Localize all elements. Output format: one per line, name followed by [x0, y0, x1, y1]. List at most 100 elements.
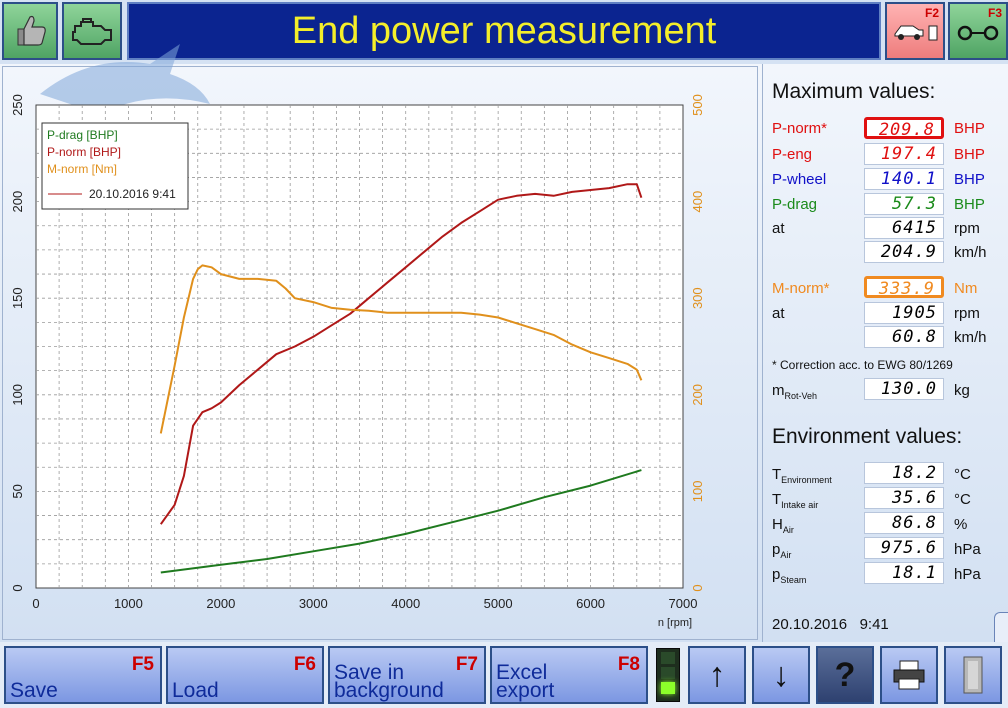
- p-steam-unit: hPa: [954, 566, 981, 583]
- load-label: Load: [172, 679, 219, 702]
- door-icon: [963, 656, 983, 694]
- at-kmh-value: 204.9: [864, 241, 944, 263]
- x-tick-label: 6000: [576, 596, 605, 611]
- at-kmh-unit: km/h: [954, 244, 987, 261]
- title-bar: End power measurement: [127, 2, 881, 60]
- t-intake-unit: °C: [954, 491, 971, 508]
- p-air-unit: hPa: [954, 541, 981, 558]
- excel-export-button[interactable]: F8 Excel export: [490, 646, 648, 704]
- x-tick-label: 7000: [669, 596, 698, 611]
- left-y-tick-label: 50: [10, 484, 25, 498]
- right-y-tick-label: 0: [690, 584, 705, 591]
- engine-button[interactable]: [62, 2, 122, 60]
- t-env-value: 18.2: [864, 462, 944, 484]
- p-norm-unit: BHP: [954, 120, 985, 137]
- m-norm-unit: Nm: [954, 280, 978, 297]
- p-drag-label: P-drag: [772, 196, 818, 213]
- status-light: [656, 648, 680, 702]
- plot-panel: [2, 66, 758, 640]
- arrow-down-icon: ↓: [772, 655, 790, 694]
- dyno-car-icon: [894, 25, 938, 41]
- f5-key-label: F5: [131, 654, 154, 675]
- at-rpm-value: 6415: [864, 217, 944, 239]
- x-tick-label: 4000: [391, 596, 420, 611]
- thumbs-up-button[interactable]: [2, 2, 58, 60]
- m-at-kmh-value: 60.8: [864, 326, 944, 348]
- exit-button[interactable]: [944, 646, 1002, 704]
- h-air-unit: %: [954, 516, 968, 533]
- save-button[interactable]: F5 Save: [4, 646, 162, 704]
- left-y-tick-label: 100: [10, 384, 25, 406]
- legend-entry: P-norm [BHP]: [47, 145, 121, 159]
- series-line-p-norm: [159, 183, 643, 525]
- scroll-down-button[interactable]: ↓: [752, 646, 810, 704]
- right-y-tick-label: 200: [690, 384, 705, 406]
- max-values-title: Maximum values:: [772, 80, 936, 103]
- right-y-tick-label: 500: [690, 94, 705, 116]
- p-air-value: 975.6: [864, 537, 944, 559]
- save-in-background-button[interactable]: F7 Save in background: [328, 646, 486, 704]
- m-at-rpm-value: 1905: [864, 302, 944, 324]
- p-steam-value: 18.1: [864, 562, 944, 584]
- h-air-label: HAir: [772, 516, 794, 535]
- p-air-label: pAir: [772, 541, 792, 560]
- measurement-datetime: 20.10.2016 9:41: [772, 616, 889, 633]
- x-axis-label: n [rpm]: [658, 617, 692, 629]
- x-tick-label: 5000: [484, 596, 513, 611]
- engine-icon: [72, 18, 112, 45]
- p-wheel-label: P-wheel: [772, 171, 827, 188]
- page-title: End power measurement: [291, 9, 717, 52]
- p-norm-value: 209.8: [864, 117, 944, 140]
- help-button[interactable]: ?: [816, 646, 874, 704]
- f6-key-label: F6: [293, 654, 316, 675]
- m-at-rpm-label: at: [772, 305, 785, 322]
- correction-note: * Correction acc. to EWG 80/1269: [772, 358, 953, 372]
- print-button[interactable]: [880, 646, 938, 704]
- series-line-m-norm: [159, 264, 643, 434]
- load-button[interactable]: F6 Load: [166, 646, 324, 704]
- right-y-tick-label: 300: [690, 287, 705, 309]
- save-label: Save: [10, 679, 58, 702]
- p-drag-unit: BHP: [954, 196, 985, 213]
- f2-button[interactable]: F2: [885, 2, 945, 60]
- f3-key-label: F3: [987, 6, 1002, 20]
- question-mark-icon: ?: [834, 655, 856, 694]
- scroll-up-button[interactable]: ↑: [688, 646, 746, 704]
- f8-key-label: F8: [617, 654, 640, 675]
- environment-title: Environment values:: [772, 425, 963, 448]
- h-air-value: 86.8: [864, 512, 944, 534]
- x-tick-label: 0: [32, 596, 39, 611]
- legend-entry: M-norm [Nm]: [47, 162, 117, 176]
- right-y-tick-label: 400: [690, 191, 705, 213]
- p-drag-value: 57.3: [864, 193, 944, 215]
- p-wheel-value: 140.1: [864, 168, 944, 190]
- m-norm-label: M-norm*: [772, 280, 830, 297]
- p-wheel-unit: BHP: [954, 171, 985, 188]
- bottom-toolbar: F5 Save F6 Load F7 Save in background F8 …: [0, 642, 1008, 708]
- f2-key-label: F2: [924, 6, 939, 20]
- x-tick-label: 1000: [114, 596, 143, 611]
- m-at-kmh-unit: km/h: [954, 329, 987, 346]
- f3-button[interactable]: F3: [948, 2, 1008, 60]
- thumbs-up-icon: [17, 15, 46, 46]
- values-panel: Maximum values: P-norm* 209.8 BHP P-eng …: [762, 64, 1008, 642]
- m-at-rpm-unit: rpm: [954, 305, 980, 322]
- right-y-tick-label: 100: [690, 481, 705, 503]
- legend-entry: P-drag [BHP]: [47, 128, 118, 142]
- legend-run-label: 20.10.2016 9:41: [89, 187, 176, 201]
- t-intake-value: 35.6: [864, 487, 944, 509]
- t-intake-label: TIntake air: [772, 491, 819, 510]
- t-env-label: TEnvironment: [772, 466, 832, 485]
- p-eng-unit: BHP: [954, 146, 985, 163]
- legend-box: [41, 122, 189, 210]
- t-env-unit: °C: [954, 466, 971, 483]
- at-rpm-label: at: [772, 220, 785, 237]
- p-eng-value: 197.4: [864, 143, 944, 165]
- f7-key-label: F7: [455, 654, 478, 675]
- arrow-up-icon: ↑: [708, 655, 726, 694]
- m-rot-veh-label: mRot-Veh: [772, 382, 818, 401]
- m-rot-veh-value: 130.0: [864, 378, 944, 400]
- left-y-tick-label: 250: [10, 94, 25, 116]
- left-y-tick-label: 200: [10, 191, 25, 213]
